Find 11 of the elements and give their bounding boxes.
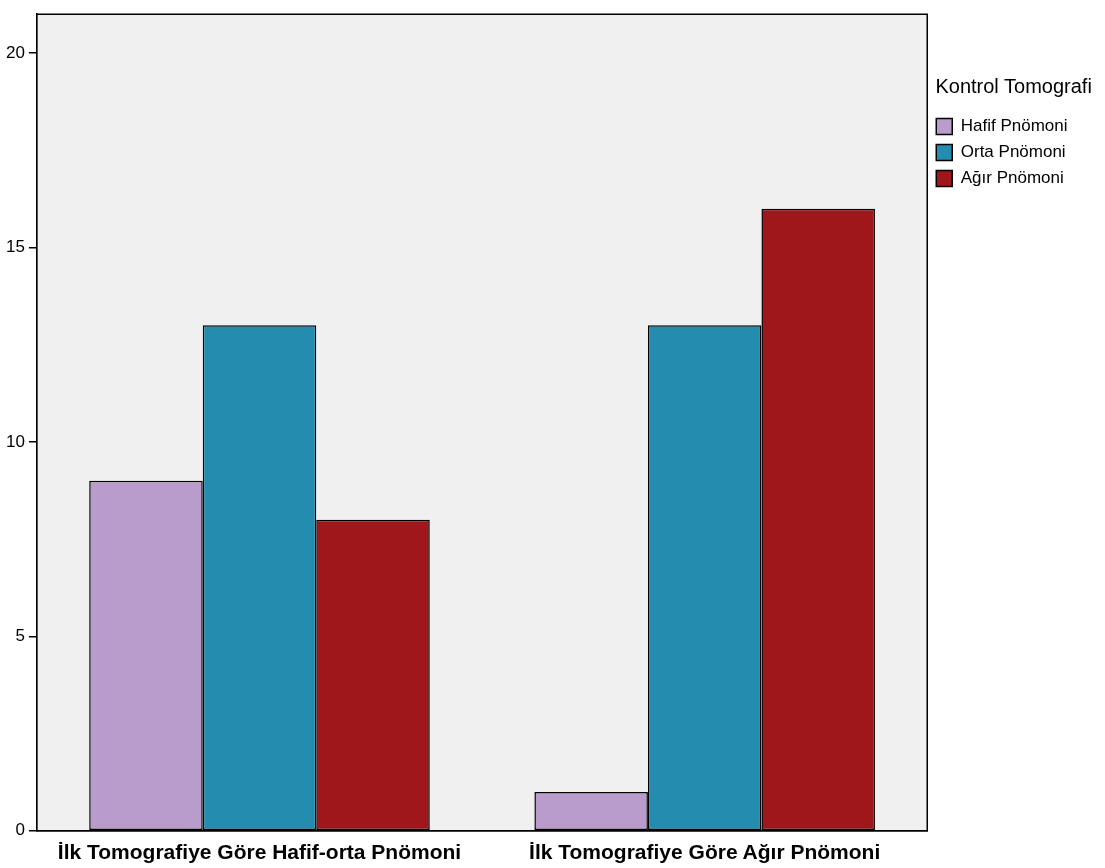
x-tick-label: İlk Tomografiye Göre Ağır Pnömoni [529,840,881,864]
legend-label: Orta Pnömoni [960,142,1066,162]
x-tick-label: İlk Tomografiye Göre Hafif-orta Pnömoni [57,840,462,864]
y-tick-label: 0 [15,820,25,840]
y-tick-label: 15 [5,237,25,257]
legend-title: Kontrol Tomografi [935,74,1092,97]
y-tick-label: 10 [5,431,25,451]
y-tick-label: 5 [15,626,25,646]
legend-label: Hafif Pnömoni [960,116,1068,136]
legend-label: Ağır Pnömoni [960,168,1064,188]
y-tick-label: 20 [5,42,25,62]
